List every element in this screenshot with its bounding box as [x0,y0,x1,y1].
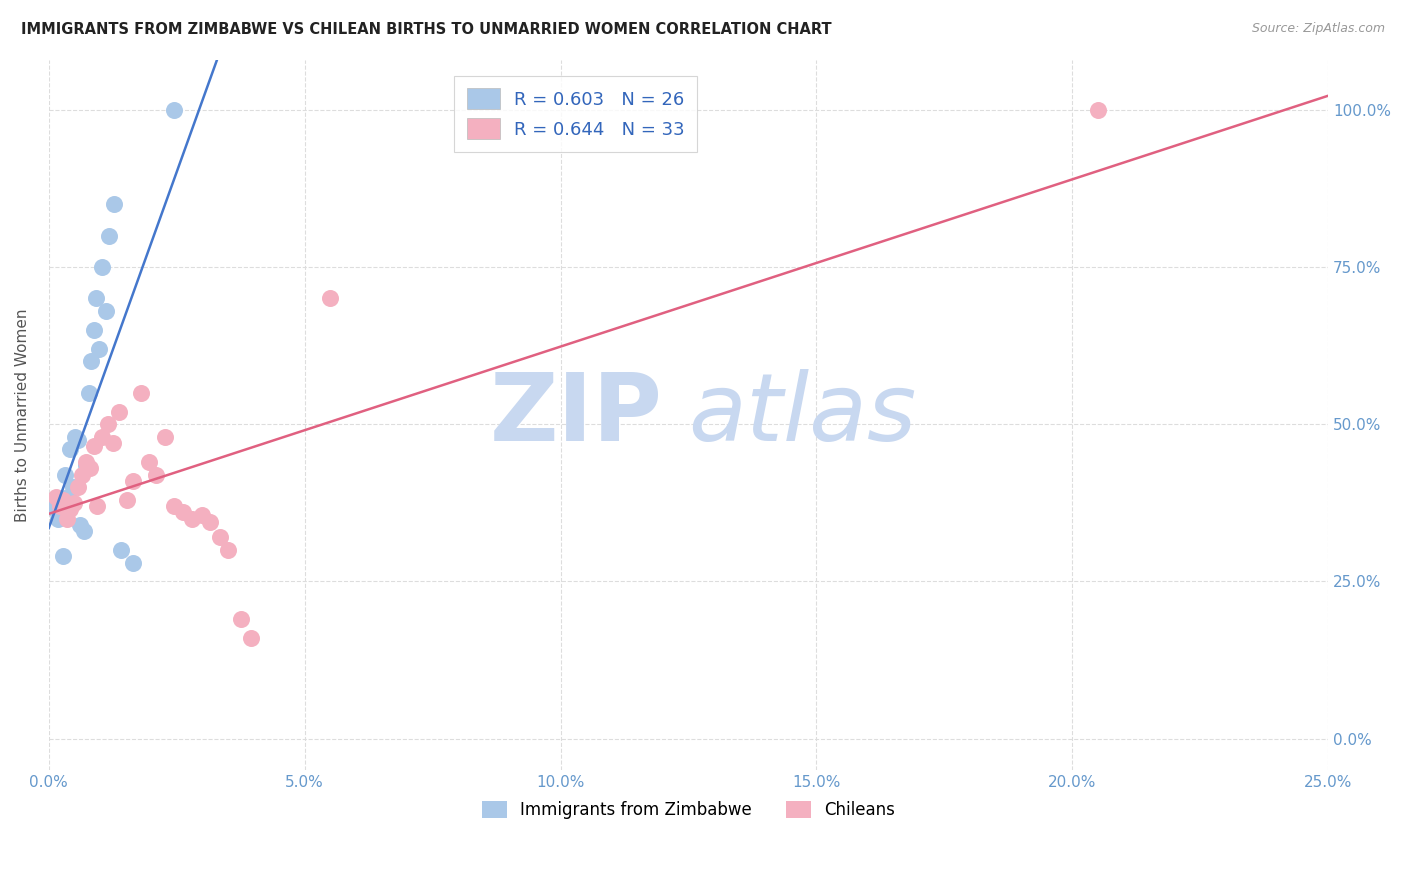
Point [91,260,114,274]
Point [145,467,167,482]
Point [52,549,75,564]
Point [86,499,108,513]
Point [217,543,239,558]
Point [110,543,132,558]
Point [83,323,105,337]
Point [80,354,103,368]
Point [79,461,101,475]
Point [163,103,186,117]
Point [77,385,100,400]
Point [191,508,214,523]
Point [319,292,342,306]
Point [75,458,97,472]
Point [91,430,114,444]
Point [42,492,65,507]
Y-axis label: Births to Unmarried Women: Births to Unmarried Women [15,308,30,522]
Point [122,474,145,488]
Point [49,496,72,510]
Text: atlas: atlas [689,369,917,460]
Point [239,631,262,645]
Point [75,455,97,469]
Point [98,228,121,243]
Point [44,502,66,516]
Point [163,499,186,513]
Point [115,492,138,507]
Point [229,612,252,626]
Point [55,511,77,525]
Point [70,467,93,482]
Point [108,404,131,418]
Point [58,490,80,504]
Point [52,492,75,507]
Point [94,304,117,318]
Point [46,511,69,525]
Text: ZIP: ZIP [489,368,662,461]
Point [49,499,72,513]
Point [72,524,94,538]
Point [65,430,87,444]
Text: IMMIGRANTS FROM ZIMBABWE VS CHILEAN BIRTHS TO UNMARRIED WOMEN CORRELATION CHART: IMMIGRANTS FROM ZIMBABWE VS CHILEAN BIRT… [21,22,832,37]
Point [53,467,76,482]
Point [45,490,67,504]
Point [63,496,86,510]
Point [84,292,107,306]
Point [1087,103,1109,117]
Point [59,442,82,457]
Point [138,455,160,469]
Legend: Immigrants from Zimbabwe, Chileans: Immigrants from Zimbabwe, Chileans [475,794,901,826]
Point [172,505,194,519]
Point [155,430,177,444]
Point [87,342,110,356]
Point [198,515,221,529]
Point [129,385,152,400]
Point [97,417,120,432]
Point [101,436,124,450]
Point [59,502,82,516]
Point [62,480,84,494]
Point [67,480,90,494]
Point [67,433,90,447]
Point [103,197,125,211]
Point [122,556,145,570]
Point [209,530,232,544]
Point [83,439,105,453]
Text: Source: ZipAtlas.com: Source: ZipAtlas.com [1251,22,1385,36]
Point [69,517,91,532]
Point [181,511,204,525]
